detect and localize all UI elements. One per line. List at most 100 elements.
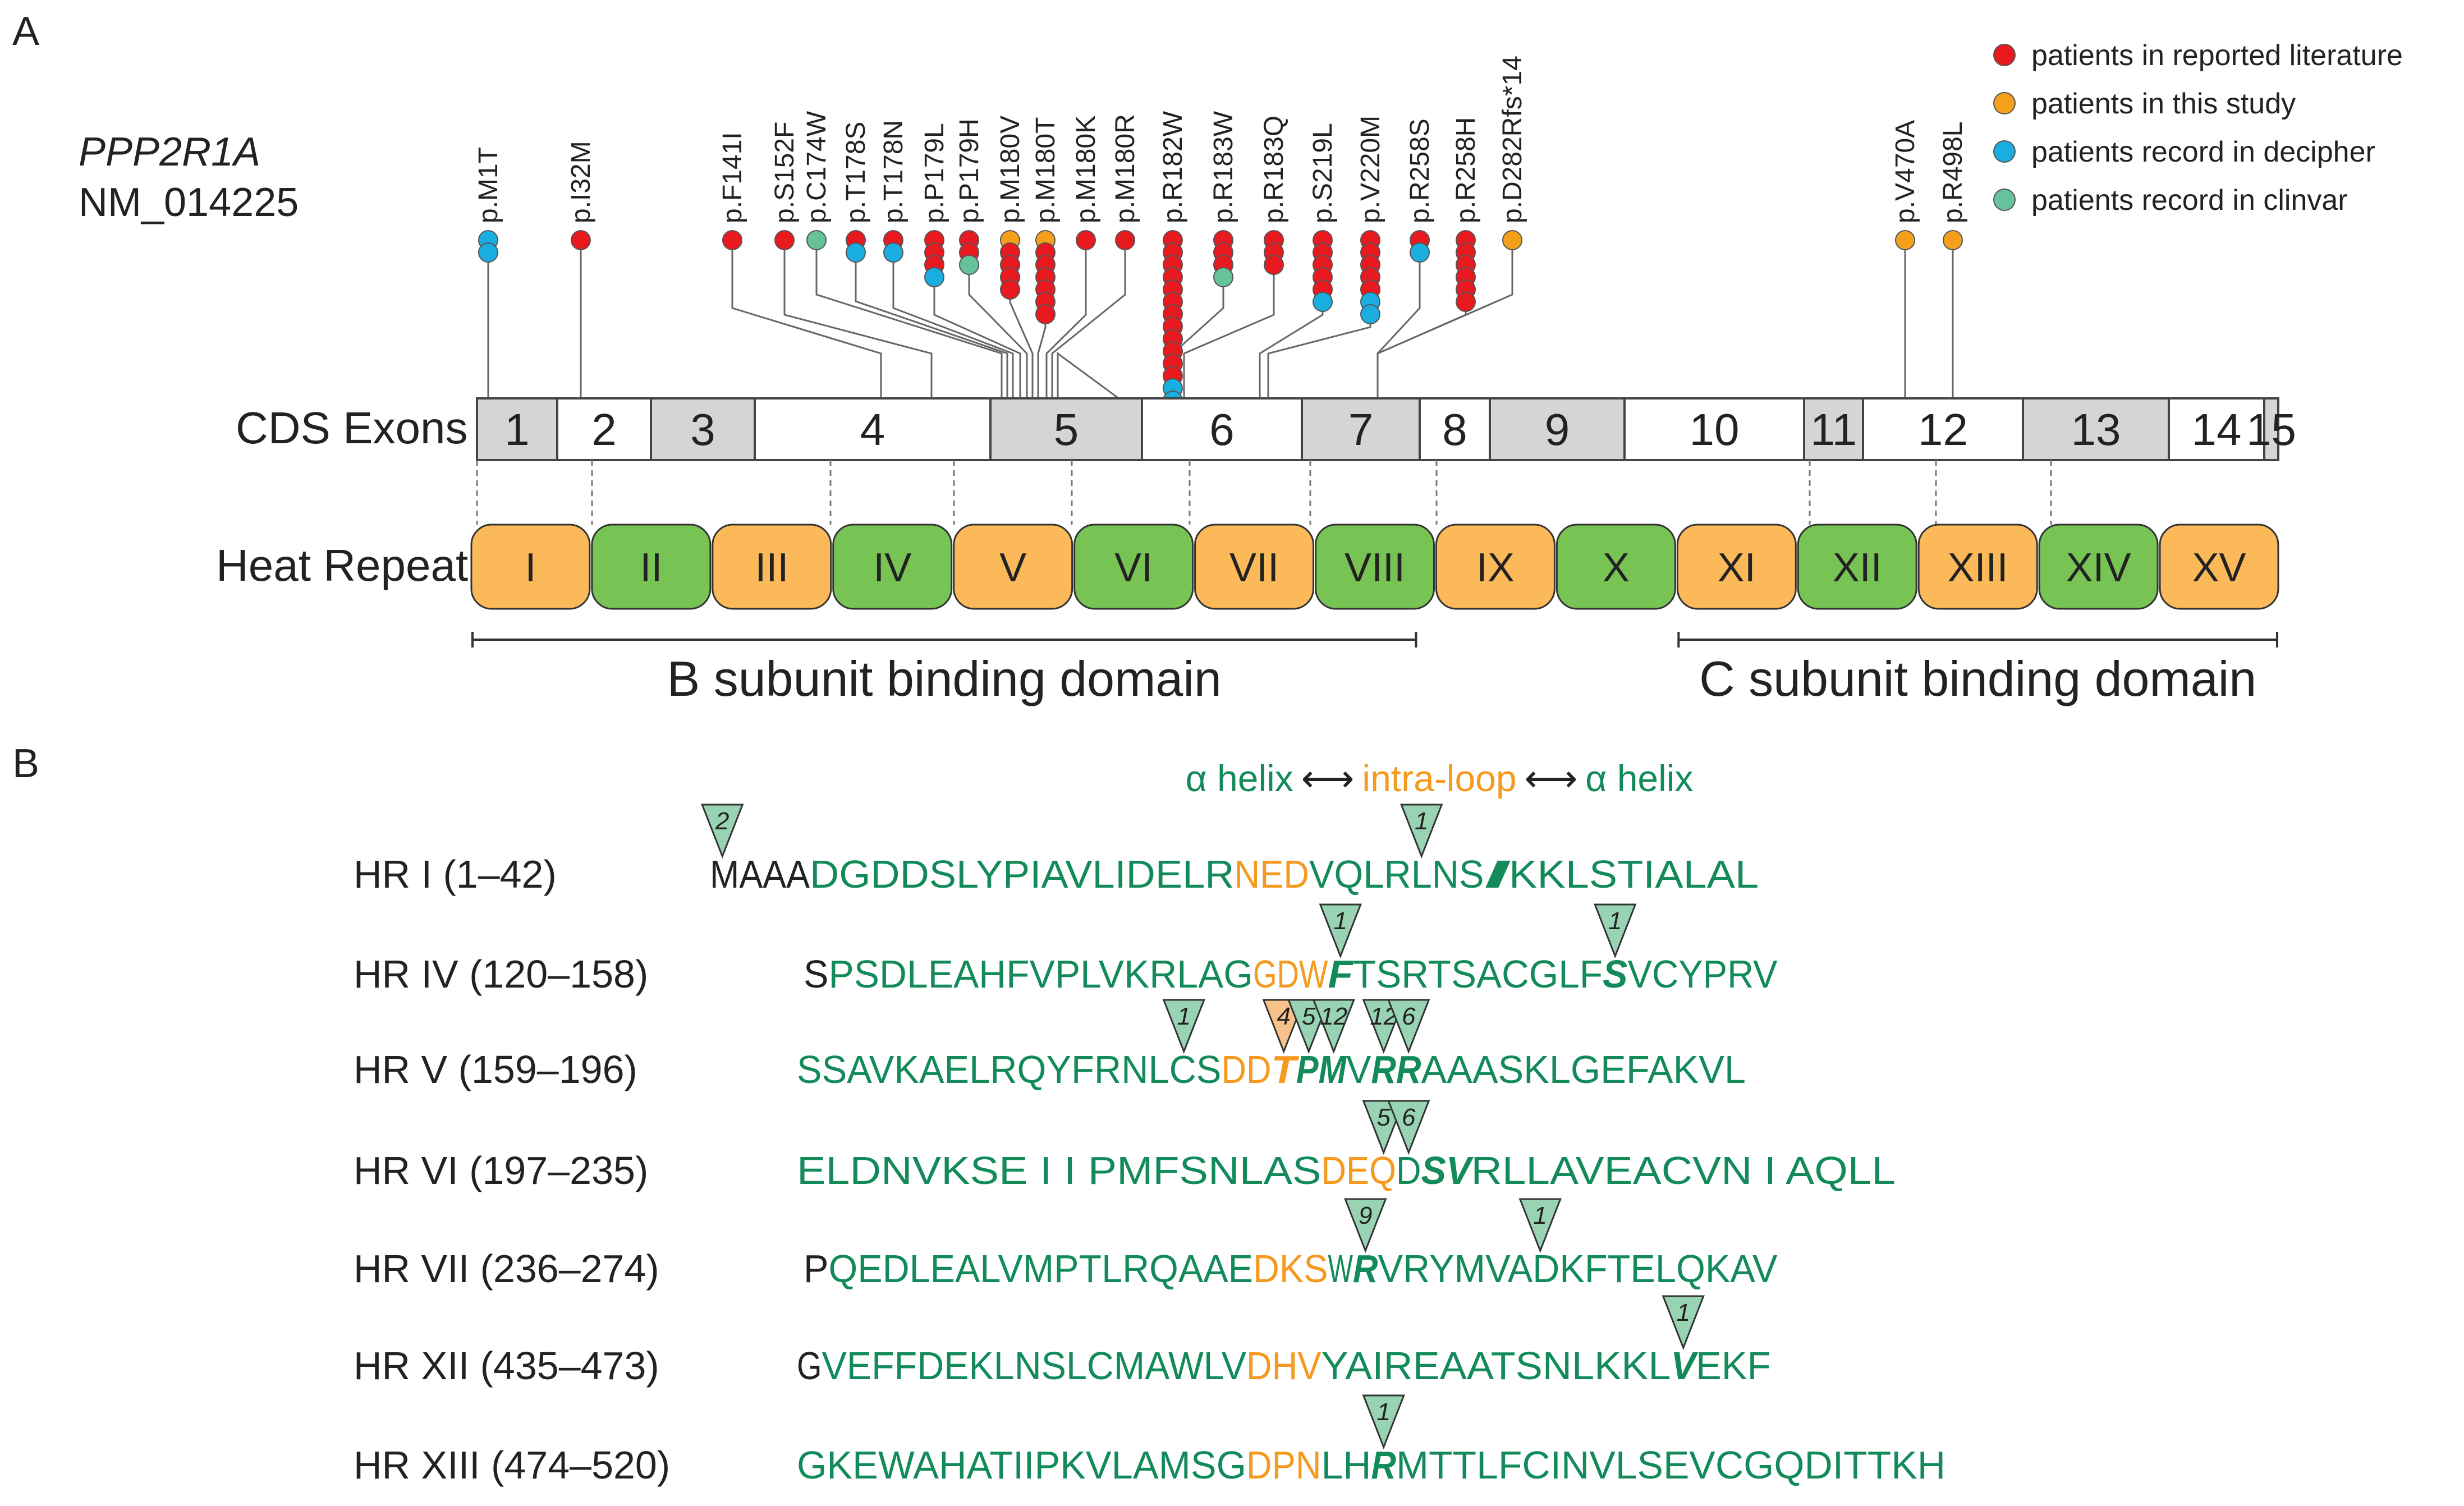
marker-count: 1 — [1177, 1003, 1191, 1030]
patient-dot-decipher — [1313, 292, 1333, 312]
heat-repeat-label-IV: IV — [873, 545, 911, 590]
exon-14 — [2168, 397, 2265, 461]
mutation-label: p.I32M — [566, 141, 596, 223]
helix-sequence: W — [1328, 1247, 1353, 1291]
mutation-lollipops: p.M1T p.I32M p.F141I p.S152F p.C174W p.T178S p… — [474, 56, 1968, 435]
legend-loop: intra-loop — [1362, 757, 1516, 799]
mutation-count-marker: 1 — [1162, 999, 1205, 1054]
marker-count: 5 — [1377, 1104, 1391, 1131]
mutation-stem — [731, 250, 882, 398]
heat-repeat-label-XII: XII — [1833, 545, 1882, 590]
marker-count: 1 — [1534, 1202, 1547, 1229]
mutation-stem — [1259, 311, 1324, 398]
mutation-label: p.M180R — [1111, 114, 1140, 223]
exon-5 — [989, 397, 1143, 461]
exon-repeat-connectors — [476, 460, 2052, 525]
helix-sequence: YAIREAATSNLKKL — [1322, 1344, 1671, 1388]
mutation-label: p.R183W — [1209, 111, 1238, 223]
hr-row-label: HR V (159–196) — [354, 1048, 637, 1091]
heat-repeat-sequences: HR I (1–42) MAAA DGDDSLYPIAVLIDELR NED VQLRL… — [354, 803, 1945, 1487]
mutation-stem — [1376, 262, 1421, 398]
patient-dot-decipher — [1360, 304, 1380, 324]
mutation-count-marker: 1 — [1518, 1198, 1562, 1254]
patient-dot-this_study — [1943, 230, 1963, 250]
mutation-label: p.P179L — [920, 123, 949, 223]
legend-label-clinvar: patients record in clinvar — [2031, 184, 2348, 217]
mutated-residue: PM — [1296, 1048, 1347, 1091]
mutated-residue: V — [1671, 1344, 1699, 1388]
mutation-label: p.V220M — [1356, 116, 1385, 223]
exon-10 — [1623, 397, 1805, 461]
patient-dot-reported — [1264, 255, 1284, 275]
heat-repeat-label-IX: IX — [1476, 545, 1515, 590]
legend-arrow-2: ⟷ — [1525, 757, 1578, 799]
legend-dot-decipher — [1993, 140, 2016, 163]
legend-dot-this_study — [1993, 92, 2016, 114]
mutation-count-marker: 6 — [1387, 1100, 1430, 1155]
heat-repeat-label-III: III — [755, 545, 788, 590]
mutated-residue: S — [1603, 952, 1628, 996]
marker-count: 2 — [715, 807, 729, 835]
helix-sequence: TSRTSACGLF — [1353, 952, 1603, 996]
heat-repeat-label-II: II — [640, 545, 662, 590]
marker-count: 1 — [1608, 907, 1622, 935]
mutation-label: p.T178S — [841, 122, 871, 223]
hr-row-label: HR XIII (474–520) — [354, 1443, 670, 1487]
patient-dot-reported — [1035, 304, 1056, 324]
marker-triangle — [1312, 999, 1355, 1054]
helix-sequence: VQLRLNS — [1309, 852, 1484, 896]
helix-sequence: VCYPRV — [1628, 952, 1778, 996]
marker-count: 12 — [1320, 1003, 1347, 1030]
exon-label-12: 12 — [1918, 405, 1968, 454]
panel-b-letter: B — [12, 741, 39, 786]
marker-triangle — [1662, 1295, 1705, 1351]
exon-11 — [1803, 397, 1864, 461]
marker-count: 1 — [1415, 807, 1428, 835]
heat-repeat-XV — [2159, 524, 2279, 610]
exon-label-11: 11 — [1810, 405, 1857, 454]
hr-row-label: HR IV (120–158) — [354, 952, 648, 996]
heat-repeat-II — [591, 524, 712, 610]
patient-dot-decipher — [924, 267, 944, 287]
mutation-label: p.R258H — [1451, 117, 1481, 223]
legend-label-reported: patients in reported literature — [2031, 39, 2403, 72]
legend-arrow-1: ⟷ — [1301, 757, 1355, 799]
intra-loop-sequence: DPN — [1246, 1443, 1322, 1487]
heat-repeat-label-VIII: VIII — [1345, 545, 1405, 590]
panel-a-letter: A — [12, 9, 39, 54]
mutation-label: p.T178N — [879, 120, 908, 223]
exon-15 — [2263, 397, 2279, 461]
mutation-stem — [968, 274, 1028, 398]
exon-label-5: 5 — [1054, 405, 1079, 454]
marker-triangle — [1344, 1198, 1387, 1254]
legend: patients in reported literature patients … — [1993, 39, 2403, 217]
patient-dot-clinvar — [959, 255, 979, 275]
heat-repeat-label-XV: XV — [2192, 545, 2246, 590]
marker-count: 6 — [1402, 1003, 1416, 1030]
heat-repeat-label-XIII: XIII — [1948, 545, 2008, 590]
mutated-residue: I — [1484, 852, 1511, 896]
mutation-stem — [1045, 250, 1087, 398]
mutation-stem — [815, 250, 1003, 398]
patient-dot-reported — [1456, 292, 1476, 312]
mutation-count-marker: 9 — [1344, 1198, 1387, 1254]
mutation-label: p.F141I — [718, 132, 747, 223]
heat-repeat-III — [712, 524, 832, 610]
intra-loop-sequence: NED — [1235, 852, 1310, 896]
heat-repeat-label-XI: XI — [1718, 545, 1756, 590]
mutation-label: p.R182W — [1158, 111, 1188, 223]
mutated-residue: R — [1371, 1443, 1397, 1487]
mutation-stem — [1376, 311, 1467, 398]
heat-repeat-track-label: Heat Repeat — [216, 540, 468, 590]
patient-dot-clinvar — [1213, 267, 1233, 287]
exon-3 — [650, 397, 756, 461]
exon-13 — [2022, 397, 2170, 461]
mutation-stem — [855, 262, 1008, 398]
patient-dot-decipher — [883, 242, 903, 263]
mutation-count-marker: 12 — [1312, 999, 1355, 1054]
marker-triangle — [1162, 999, 1205, 1054]
marker-count: 6 — [1402, 1104, 1416, 1131]
heat-repeat-VII — [1194, 524, 1315, 610]
legend-dot-clinvar — [1993, 189, 2016, 211]
heat-repeat-label-X: X — [1603, 545, 1630, 590]
